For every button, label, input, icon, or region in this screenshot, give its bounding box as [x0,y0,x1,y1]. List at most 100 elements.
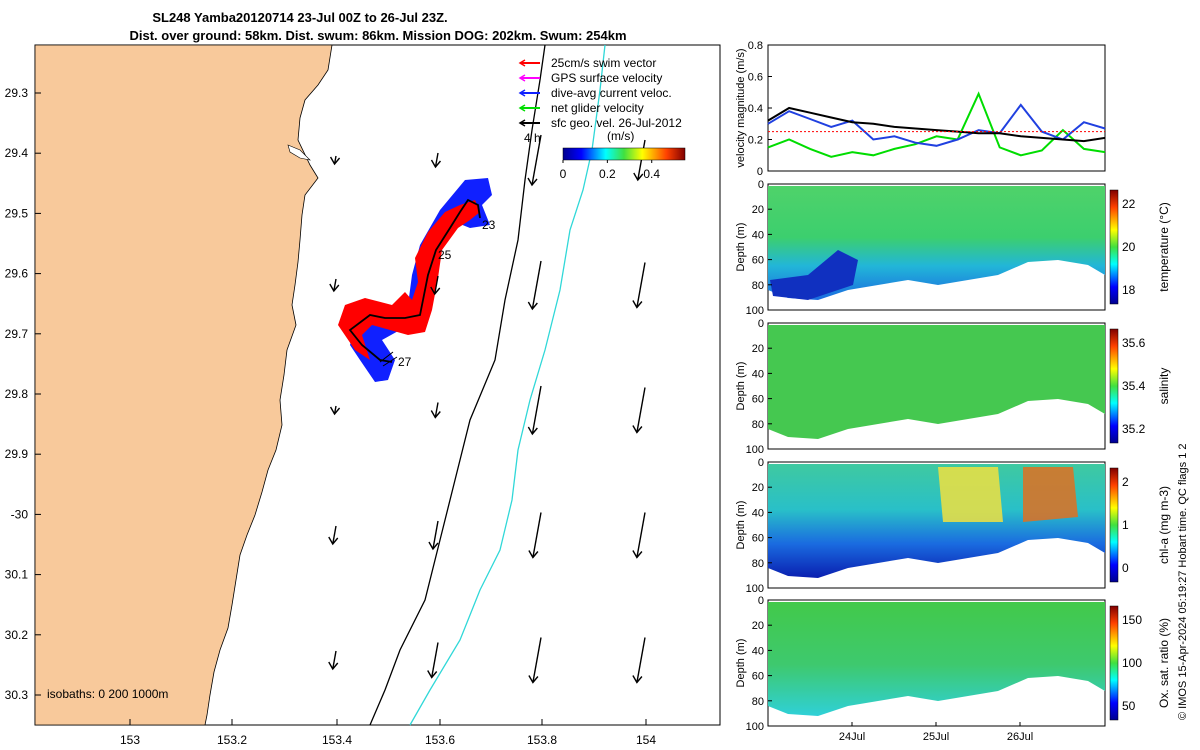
legend-arrowhead [518,89,526,97]
colorbar-tick-label: 22 [1122,197,1136,211]
legend-label: dive-avg current veloc. [551,86,672,100]
geo-arrow [328,650,339,671]
colorbar-tick-label: 0.2 [599,167,616,181]
colorbar-tick-label: 20 [1122,240,1136,254]
colorbar-tick-label: 1 [1122,518,1129,532]
depth-tick-label: 20 [752,620,764,632]
cold-water-patch [770,250,858,300]
day-label-25: 25 [438,248,452,262]
glider-track [348,198,481,363]
chl-max-patch [1023,467,1078,522]
map-ytick-label: 29.5 [5,206,29,220]
land-mass [34,44,333,726]
geo-arrow [528,512,542,559]
section-data-fill [768,602,1105,716]
velocity-series-line [767,91,1106,158]
depth-tick-label: 60 [752,533,764,545]
colorbar-label: temperature (°C) [1157,202,1171,292]
title-line-2: Dist. over ground: 58km. Dist. swum: 86k… [129,28,626,43]
chl-high-patch [938,467,1003,522]
depth-tick-label: 40 [752,645,764,657]
depth-tick-label: 100 [746,583,764,595]
velocity-series [767,91,1106,158]
depth-tick-label: 80 [752,280,764,292]
geo-arrow [328,525,339,546]
colorbar-tick-label: 50 [1122,699,1136,713]
section-colorbar [1109,189,1119,305]
map-ytick-label: -30 [11,507,29,521]
velocity-ytick-label: 0 [757,166,763,178]
depth-tick-label: 40 [752,368,764,380]
isobath-200m [369,44,546,726]
legend-arrowhead [518,119,526,127]
date-tick-label: 25Jul [923,731,949,743]
geo-arrow [527,260,542,311]
depth-tick-label: 80 [752,696,764,708]
legend-label: GPS surface velocity [551,71,662,85]
geo-arrow [430,152,442,169]
section-panel: 0 20 40 60 80 100 Depth (m) 18 20 22 temperature (… [735,179,1171,317]
colorbar-tick-label: 150 [1122,613,1142,627]
geo-arrow [632,262,646,309]
geo-arrow [528,637,542,684]
colorbar-tick-label: 35.6 [1122,336,1146,350]
colorbar-tick-label: 18 [1122,283,1136,297]
map-y-ticks: 29.3 29.4 29.5 29.6 29.7 29.8 29.9 -30 30.1 30.2 3… [5,86,41,702]
velocity-series-line [767,106,1106,143]
day-label-27: 27 [398,355,412,369]
colorbar-label: salinity [1157,368,1171,405]
section-colorbar [1109,605,1119,721]
depth-ylabel: Depth (m) [735,362,747,411]
legend-arrowhead [518,74,526,82]
map-xtick-label: 153.6 [425,733,455,747]
legend-label: sfc geo. vel. 26-Jul-2012 [551,116,682,130]
section-data-fill [768,325,1105,439]
colorbar-tick-label: 100 [1122,656,1142,670]
velocity-ytick-label: 0.8 [748,40,763,52]
depth-tick-label: 0 [758,318,764,330]
legend-arrowhead [518,59,526,67]
geo-arrow [427,642,439,679]
geo-arrow [527,134,542,187]
geo-arrow [430,402,441,419]
map-xtick-label: 154 [636,733,656,747]
colorbar-title: (m/s) [607,129,634,143]
date-tick-label: 24Jul [839,731,865,743]
depth-tick-label: 100 [746,305,764,317]
colorbar-label: chl-a (mg m-3) [1157,486,1171,564]
map-ytick-label: 29.7 [5,327,29,341]
geo-arrow [632,512,646,559]
velocity-axes [767,44,1106,172]
depth-tick-label: 60 [752,255,764,267]
title-line-1: SL248 Yamba20120714 23-Jul 00Z to 26-Jul… [152,10,447,25]
map-ytick-label: 29.9 [5,447,29,461]
map-ytick-label: 30.2 [5,628,29,642]
map-xtick-label: 153.4 [322,733,352,747]
legend-arrowhead [518,104,526,112]
depth-ylabel: Depth (m) [735,639,747,688]
map-ytick-label: 29.4 [5,146,29,160]
legend-label: 25cm/s swim vector [551,56,656,70]
velocity-colorbar [562,147,686,161]
depth-tick-label: 0 [758,457,764,469]
geo-arrow [632,387,646,434]
velocity-ytick-label: 0.6 [748,72,763,84]
section-colorbar [1109,467,1119,583]
colorbar-tick-label: 0 [1122,561,1129,575]
depth-tick-label: 60 [752,671,764,683]
geo-arrow [632,637,646,684]
velocity-ytick-label: 0.2 [748,135,763,147]
river-inlet [287,144,311,161]
four-hour-label: 4 h [524,131,541,145]
velocity-y-ticks: 0 0.2 0.4 0.6 0.8 [748,40,772,178]
isobath-1000m [409,44,606,726]
geo-arrow [329,155,341,166]
geo-arrow [428,520,439,551]
section-panel: 0 20 40 60 80 100 Depth (m) 50 100 150 Ox. sat. ra… [735,595,1171,743]
day-label-23: 23 [482,218,496,232]
isobaths-label: isobaths: 0 200 1000m [47,687,168,701]
date-tick-label: 26Jul [1007,731,1033,743]
